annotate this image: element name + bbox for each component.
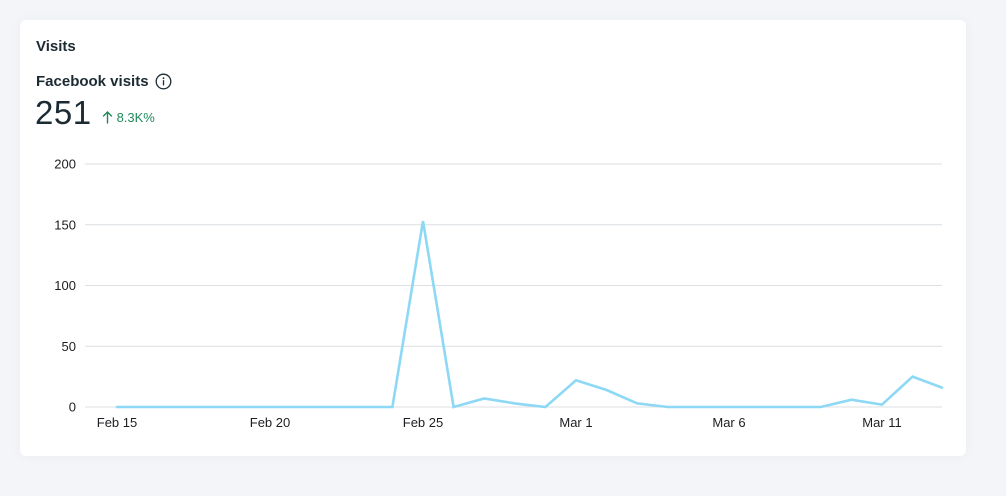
metric-title: Facebook visits <box>36 73 149 90</box>
delta-value: 8.3K% <box>116 109 155 125</box>
y-tick-label: 0 <box>69 400 76 415</box>
info-icon[interactable] <box>155 73 172 90</box>
x-tick-label: Feb 25 <box>403 415 443 430</box>
y-tick-label: 150 <box>54 217 76 232</box>
visits-line-chart: 0 50 100 150 200 Feb 15 Feb 20 Feb 25 Mar 1 Mar 6… <box>54 157 944 430</box>
metric-header: Facebook visits <box>36 73 172 90</box>
x-tick-label: Mar 11 <box>862 415 902 430</box>
x-tick-label: Feb 20 <box>250 415 290 430</box>
delta-badge: 8.3K% <box>102 110 155 125</box>
x-tick-label: Mar 1 <box>559 415 592 430</box>
y-tick-label: 50 <box>62 339 76 354</box>
visits-card: Visits Facebook visits 251 8.3K% 0 50 100 1… <box>20 20 966 456</box>
metric-row: 251 8.3K% <box>35 94 155 132</box>
metric-value: 251 <box>35 94 92 131</box>
x-tick-label: Mar 6 <box>712 415 745 430</box>
x-tick-label: Feb 15 <box>97 415 137 430</box>
y-tick-label: 100 <box>54 278 76 293</box>
section-title: Visits <box>36 38 76 55</box>
series-line <box>115 220 944 409</box>
arrow-up-icon <box>102 110 113 124</box>
y-tick-label: 200 <box>54 157 76 172</box>
